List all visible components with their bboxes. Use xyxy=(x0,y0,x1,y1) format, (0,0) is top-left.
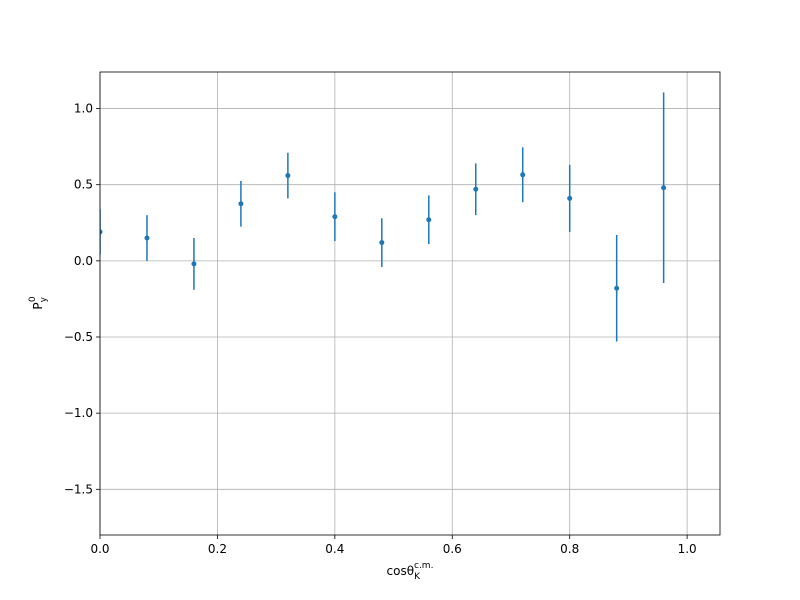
axes-frame xyxy=(99,71,721,536)
data-point xyxy=(520,172,526,178)
data-point xyxy=(567,195,573,201)
x-tick-label: 0.8 xyxy=(560,542,579,556)
x-tick-label: 0.6 xyxy=(443,542,462,556)
y-tick-label: 1.0 xyxy=(74,102,93,116)
data-point xyxy=(285,173,291,179)
y-label-main: P xyxy=(31,302,45,309)
x-axis-label: cosθKc.m. xyxy=(387,561,434,582)
data-point xyxy=(100,229,103,235)
data-point xyxy=(332,214,338,220)
data-point xyxy=(238,201,244,207)
plot-area xyxy=(100,92,667,342)
y-tick-label: 0.0 xyxy=(74,254,93,268)
x-tick-label: 0.4 xyxy=(325,542,344,556)
x-tick-label: 1.0 xyxy=(678,542,697,556)
data-point xyxy=(426,217,432,223)
data-point xyxy=(379,240,385,246)
y-tick-label: −1.5 xyxy=(64,482,93,496)
x-label-main: cosθ xyxy=(387,564,415,578)
data-point xyxy=(144,235,150,241)
y-axis-label: Py0 xyxy=(28,296,49,310)
y-label-sup: 0 xyxy=(28,296,38,302)
y-label-sub: y xyxy=(39,296,49,302)
y-tick-label: 0.5 xyxy=(74,178,93,192)
x-tick-label: 0.2 xyxy=(208,542,227,556)
data-point xyxy=(614,285,620,291)
data-point xyxy=(661,185,667,191)
y-tick-label: −0.5 xyxy=(64,330,93,344)
x-label-sub: K xyxy=(414,572,421,582)
x-label-sup: c.m. xyxy=(414,561,433,571)
data-point xyxy=(473,186,479,192)
data-point xyxy=(191,261,197,267)
x-tick-label: 0.0 xyxy=(90,542,109,556)
y-tick-label: −1.0 xyxy=(64,406,93,420)
